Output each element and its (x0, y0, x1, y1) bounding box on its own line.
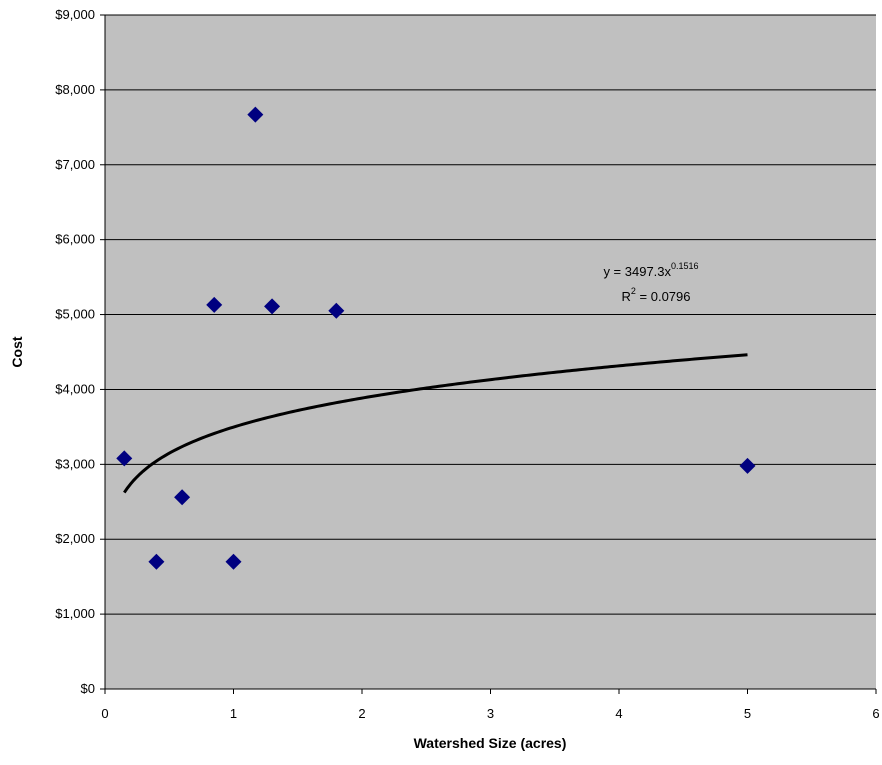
x-tick-label: 3 (487, 706, 494, 721)
equation-exponent: 0.1516 (671, 261, 699, 271)
y-tick-label: $9,000 (55, 7, 95, 22)
x-tick-label: 0 (101, 706, 108, 721)
r2-text: R (622, 289, 631, 304)
point (148, 553, 165, 570)
equation-text: y = 3497.3x (603, 264, 671, 279)
y-tick-label: $6,000 (55, 232, 95, 247)
x-tick-label: 6 (872, 706, 879, 721)
y-tick-label: $0 (81, 681, 95, 696)
y-tick-label: $3,000 (55, 456, 95, 471)
point (116, 450, 133, 467)
y-tick-label: $2,000 (55, 531, 95, 546)
x-tick-label: 2 (358, 706, 365, 721)
x-tick-label: 5 (744, 706, 751, 721)
r2-value: = 0.0796 (636, 289, 691, 304)
trend-r2: R2 = 0.0796 (622, 286, 691, 304)
point (264, 298, 281, 315)
y-tick-label: $8,000 (55, 82, 95, 97)
y-tick-label: $4,000 (55, 381, 95, 396)
point (247, 106, 264, 123)
plot-area (105, 15, 876, 689)
point (225, 553, 242, 570)
point (206, 296, 223, 313)
trend-equation: y = 3497.3x0.1516 (603, 261, 698, 279)
point (739, 457, 756, 474)
x-axis-label: Watershed Size (acres) (414, 735, 567, 751)
r2-sup: 2 (631, 286, 636, 296)
y-tick-label: $1,000 (55, 606, 95, 621)
x-tick-label: 4 (615, 706, 622, 721)
y-tick-label: $5,000 (55, 307, 95, 322)
y-axis-label: Cost (9, 336, 25, 367)
trendline (123, 353, 748, 494)
y-tick-label: $7,000 (55, 157, 95, 172)
point (174, 489, 191, 506)
point (328, 302, 345, 319)
x-tick-label: 1 (230, 706, 237, 721)
